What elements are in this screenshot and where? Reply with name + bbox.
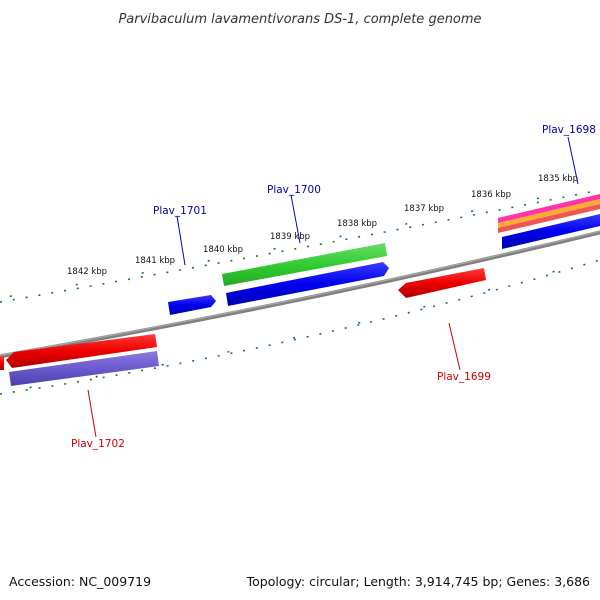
gene-arrow[interactable] bbox=[226, 262, 389, 306]
scale-labels: 1842 kbp 1841 kbp 1840 kbp 1839 kbp 1838… bbox=[67, 174, 578, 277]
gene-plav-1698[interactable] bbox=[502, 214, 600, 249]
genome-backbone bbox=[0, 230, 600, 359]
map-title: Parvibaculum lavamentivorans DS-1, compl… bbox=[118, 12, 481, 27]
gene-arrow[interactable] bbox=[398, 268, 486, 298]
scale-label: 1839 kbp bbox=[270, 232, 310, 242]
callout-line-plav-1702 bbox=[87, 389, 97, 438]
gene-labels: Plav_1698 Plav_1699 Plav_1700 Plav_1701 … bbox=[71, 124, 596, 450]
gene-plav-1700[interactable] bbox=[222, 243, 389, 306]
callout-line-plav-1698 bbox=[567, 136, 579, 185]
scale-label: 1840 kbp bbox=[203, 245, 243, 255]
gene-arrow[interactable] bbox=[0, 356, 4, 370]
gene-arrow[interactable] bbox=[502, 214, 600, 249]
gene-arrow[interactable] bbox=[168, 295, 216, 315]
scale-label: 1838 kbp bbox=[337, 219, 377, 229]
callout-lines bbox=[87, 136, 579, 438]
scale-label: 1837 kbp bbox=[404, 204, 444, 214]
callout-line-plav-1700 bbox=[290, 194, 301, 244]
gene-plav-1702[interactable] bbox=[6, 334, 159, 386]
gene-label-plav-1702[interactable]: Plav_1702 bbox=[71, 438, 125, 450]
scale-label: 1835 kbp bbox=[538, 174, 578, 184]
callout-line-plav-1701 bbox=[176, 215, 186, 266]
gene-plav-1701[interactable] bbox=[168, 295, 216, 315]
gene-label-plav-1699[interactable]: Plav_1699 bbox=[437, 371, 491, 383]
gene-label-plav-1698[interactable]: Plav_1698 bbox=[542, 124, 596, 136]
scale-label: 1841 kbp bbox=[135, 256, 175, 266]
gene-arrow[interactable] bbox=[6, 334, 157, 368]
accession-text: Accession: NC_009719 bbox=[9, 574, 151, 589]
scale-label: 1836 kbp bbox=[471, 190, 511, 200]
feature-block-right bbox=[498, 194, 600, 233]
gene-plav-1699[interactable] bbox=[398, 268, 486, 298]
gene-partial-left[interactable] bbox=[0, 356, 4, 370]
gene-label-plav-1701[interactable]: Plav_1701 bbox=[153, 205, 207, 217]
cog-bar bbox=[9, 351, 159, 386]
cog-bar bbox=[222, 243, 387, 286]
genome-summary-text: Topology: circular; Length: 3,914,745 bp… bbox=[246, 574, 590, 589]
gene-label-plav-1700[interactable]: Plav_1700 bbox=[267, 184, 321, 196]
callout-line-plav-1699 bbox=[448, 322, 461, 371]
scale-label: 1842 kbp bbox=[67, 267, 107, 277]
